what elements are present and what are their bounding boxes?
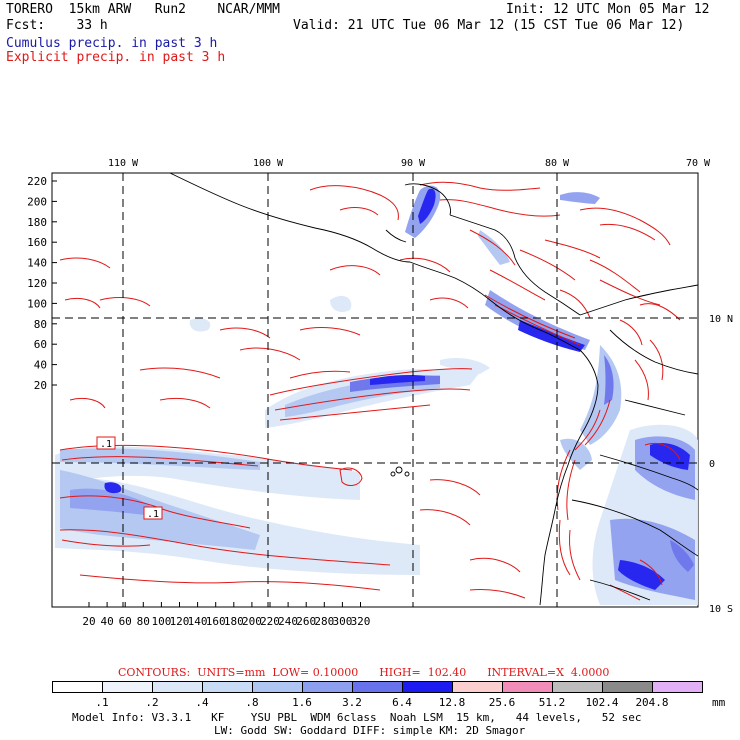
left-tick-label: 80 bbox=[34, 318, 47, 331]
bottom-tick-label: 200 bbox=[242, 615, 262, 628]
south-america-coast bbox=[539, 349, 599, 606]
cumulus-precip-shading bbox=[55, 185, 698, 605]
left-tick-label: 120 bbox=[27, 277, 47, 290]
left-tick-label: 220 bbox=[27, 175, 47, 188]
coastlines bbox=[169, 172, 699, 606]
field-explicit-label: Explicit precip. in past 3 h bbox=[6, 50, 226, 65]
colorbar-swatch bbox=[352, 681, 403, 693]
colorbar-swatch bbox=[552, 681, 603, 693]
model-info-line1: Model Info: V3.3.1 KF YSU PBL WDM 6class… bbox=[72, 711, 642, 724]
longitude-labels: 110 W 100 W 90 W 80 W 70 W bbox=[108, 158, 711, 169]
colorbar-swatch bbox=[452, 681, 503, 693]
colorbar-label: 204.8 bbox=[635, 696, 669, 709]
colorbar-label: .1 bbox=[95, 696, 109, 709]
map-frame bbox=[51, 172, 699, 608]
left-tick-label: 40 bbox=[34, 359, 47, 372]
colorbar-label: 6.4 bbox=[392, 696, 412, 709]
central-america-coast bbox=[409, 261, 581, 351]
lon-label: 100 W bbox=[253, 158, 284, 169]
colorbar-label: 102.4 bbox=[585, 696, 619, 709]
bottom-tick-label: 280 bbox=[314, 615, 334, 628]
bottom-tick-label: 20 bbox=[82, 615, 95, 628]
colorbar-label: 12.8 bbox=[438, 696, 466, 709]
bottom-tick-label: 180 bbox=[224, 615, 244, 628]
left-tick-label: 200 bbox=[27, 195, 47, 208]
colorbar-label: .2 bbox=[145, 696, 159, 709]
bottom-tick-label: 320 bbox=[351, 615, 371, 628]
model-info-line2: LW: Godd SW: Goddard DIFF: simple KM: 2D… bbox=[214, 724, 526, 737]
lat-label: 10 N bbox=[709, 314, 733, 325]
contours-info: CONTOURS: UNITS=mm LOW= 0.10000 HIGH= 10… bbox=[118, 666, 610, 679]
bottom-tick-label: 120 bbox=[170, 615, 190, 628]
colorbar-label: .8 bbox=[245, 696, 259, 709]
left-tick-label: 160 bbox=[27, 236, 47, 249]
colorbar-swatch bbox=[152, 681, 203, 693]
colorbar-label: 51.2 bbox=[538, 696, 566, 709]
colorbar-swatch bbox=[302, 681, 353, 693]
field-cumulus-label: Cumulus precip. in past 3 h bbox=[6, 36, 218, 51]
contour-label-2: .1 bbox=[147, 509, 159, 520]
bottom-tick-label: 40 bbox=[100, 615, 113, 628]
colorbar-swatch bbox=[102, 681, 153, 693]
bottom-tick-label: 160 bbox=[206, 615, 226, 628]
colorbar-swatch bbox=[602, 681, 653, 693]
bottom-tick-label: 80 bbox=[137, 615, 150, 628]
colorbar-units: mm bbox=[712, 696, 726, 709]
lat-label: 10 S bbox=[709, 604, 733, 615]
colorbar-swatch bbox=[502, 681, 553, 693]
colorbar-swatch bbox=[52, 681, 103, 693]
colorbar-label: 25.6 bbox=[488, 696, 516, 709]
latitude-labels: 10 N 0 10 S bbox=[709, 314, 733, 615]
forecast-hour: Fcst: 33 h bbox=[6, 18, 108, 33]
run-title: TORERO 15km ARW Run2 NCAR/MMM bbox=[6, 2, 280, 17]
left-tick-label: 180 bbox=[27, 216, 47, 229]
lon-label: 70 W bbox=[686, 158, 711, 169]
bottom-tick-label: 140 bbox=[188, 615, 208, 628]
bottom-tick-label: 240 bbox=[278, 615, 298, 628]
contour-label-1: .1 bbox=[100, 439, 112, 450]
lon-label: 90 W bbox=[401, 158, 426, 169]
lon-label: 80 W bbox=[545, 158, 570, 169]
colorbar-label: 1.6 bbox=[292, 696, 312, 709]
contour-label-boxes bbox=[96, 436, 163, 520]
colorbar-label: .4 bbox=[195, 696, 209, 709]
mexico-coast bbox=[169, 172, 411, 263]
lat-label: 0 bbox=[709, 459, 715, 470]
init-time: Init: 12 UTC Mon 05 Mar 12 bbox=[506, 2, 710, 17]
lon-label: 110 W bbox=[108, 158, 139, 169]
bottom-tick-label: 300 bbox=[332, 615, 352, 628]
bottom-tick-label: 100 bbox=[151, 615, 171, 628]
bottom-tick-label: 60 bbox=[119, 615, 132, 628]
valid-time: Valid: 21 UTC Tue 06 Mar 12 (15 CST Tue … bbox=[293, 18, 685, 33]
colorbar-label: 3.2 bbox=[342, 696, 362, 709]
left-tick-label: 100 bbox=[27, 297, 47, 310]
colorbar-swatch bbox=[652, 681, 703, 693]
colorbar-swatch bbox=[202, 681, 253, 693]
colorbar-swatch bbox=[402, 681, 453, 693]
left-tick-label: 140 bbox=[27, 257, 47, 270]
left-tick-label: 60 bbox=[34, 338, 47, 351]
colorbar-swatch bbox=[252, 681, 303, 693]
latlon-grid bbox=[52, 173, 698, 607]
bottom-tick-label: 260 bbox=[296, 615, 316, 628]
axis-ticks bbox=[52, 180, 361, 607]
central-band bbox=[265, 369, 480, 428]
bottom-tick-label: 220 bbox=[260, 615, 280, 628]
left-tick-label: 20 bbox=[34, 379, 47, 392]
